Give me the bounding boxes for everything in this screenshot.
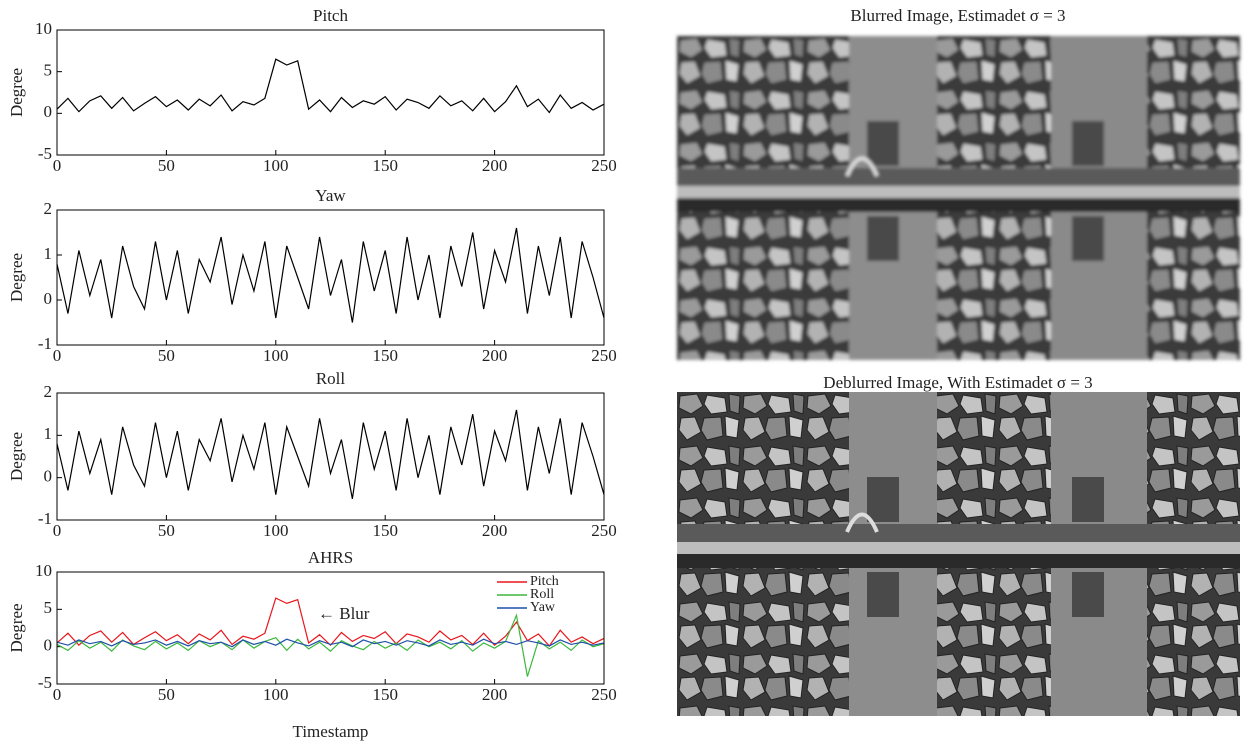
y-axis-label: Degree: [7, 603, 26, 652]
x-tick-label: 50: [158, 685, 175, 704]
y-tick-label: 2: [44, 199, 53, 218]
y-tick-label: 0: [44, 102, 53, 121]
x-tick-label: 0: [53, 156, 62, 175]
data-line: [56, 58, 605, 114]
image-title: Blurred Image, Estimadet σ = 3: [850, 6, 1065, 25]
y-tick-label: 0: [44, 467, 53, 486]
x-axis-label: Timestamp: [293, 722, 369, 741]
x-tick-label: 100: [263, 685, 289, 704]
x-tick-label: 100: [263, 156, 289, 175]
annotation: ← Blur: [318, 604, 370, 623]
deblurred-image: Deblurred Image, With Estimadet σ = 3: [675, 373, 1242, 718]
x-tick-label: 250: [591, 346, 617, 365]
x-tick-label: 50: [158, 156, 175, 175]
y-axis-label: Degree: [7, 253, 26, 302]
y-tick-label: -5: [38, 673, 52, 692]
x-tick-label: 200: [482, 346, 508, 365]
legend-label: Roll: [530, 587, 554, 602]
blurred-image: Blurred Image, Estimadet σ = 3: [675, 6, 1242, 362]
y-axis-label: Degree: [7, 432, 26, 481]
x-tick-label: 150: [372, 685, 398, 704]
data-line: [56, 613, 605, 677]
data-line: [56, 597, 605, 647]
x-tick-label: 100: [263, 346, 289, 365]
data-line: [56, 227, 605, 323]
x-tick-label: 250: [591, 685, 617, 704]
y-tick-label: 5: [44, 598, 53, 617]
x-tick-label: 200: [482, 156, 508, 175]
chart-title: Roll: [316, 369, 346, 388]
x-tick-label: 200: [482, 521, 508, 540]
y-tick-label: 0: [44, 289, 53, 308]
y-tick-label: -5: [38, 144, 52, 163]
y-tick-label: -1: [38, 509, 52, 528]
x-tick-label: 150: [372, 346, 398, 365]
legend-label: Pitch: [530, 574, 559, 589]
y-tick-label: 10: [35, 561, 52, 580]
x-tick-label: 50: [158, 346, 175, 365]
x-tick-label: 250: [591, 156, 617, 175]
x-tick-label: 200: [482, 685, 508, 704]
x-tick-label: 250: [591, 521, 617, 540]
chart-title: Yaw: [315, 186, 346, 205]
y-axis-label: Degree: [7, 68, 26, 117]
data-line: [56, 638, 605, 648]
y-tick-label: 2: [44, 382, 53, 401]
y-tick-label: 1: [44, 424, 53, 443]
y-tick-label: 10: [35, 19, 52, 38]
x-tick-label: 0: [53, 346, 62, 365]
x-tick-label: 100: [263, 521, 289, 540]
plot-frame: [56, 209, 605, 346]
y-tick-label: 5: [44, 61, 53, 80]
y-tick-label: 1: [44, 244, 53, 263]
x-tick-label: 0: [53, 685, 62, 704]
image-title: Deblurred Image, With Estimadet σ = 3: [823, 373, 1092, 392]
y-tick-label: -1: [38, 334, 52, 353]
plot-frame: [56, 29, 605, 156]
chart-title: Pitch: [313, 6, 348, 25]
x-tick-label: 50: [158, 521, 175, 540]
plot-frame: [56, 392, 605, 521]
plot-frame: [56, 571, 605, 685]
data-line: [56, 409, 605, 499]
legend-label: Yaw: [530, 600, 556, 615]
y-tick-label: 0: [44, 636, 53, 655]
chart-title: AHRS: [308, 548, 353, 567]
x-tick-label: 0: [53, 521, 62, 540]
x-tick-label: 150: [372, 521, 398, 540]
x-tick-label: 150: [372, 156, 398, 175]
